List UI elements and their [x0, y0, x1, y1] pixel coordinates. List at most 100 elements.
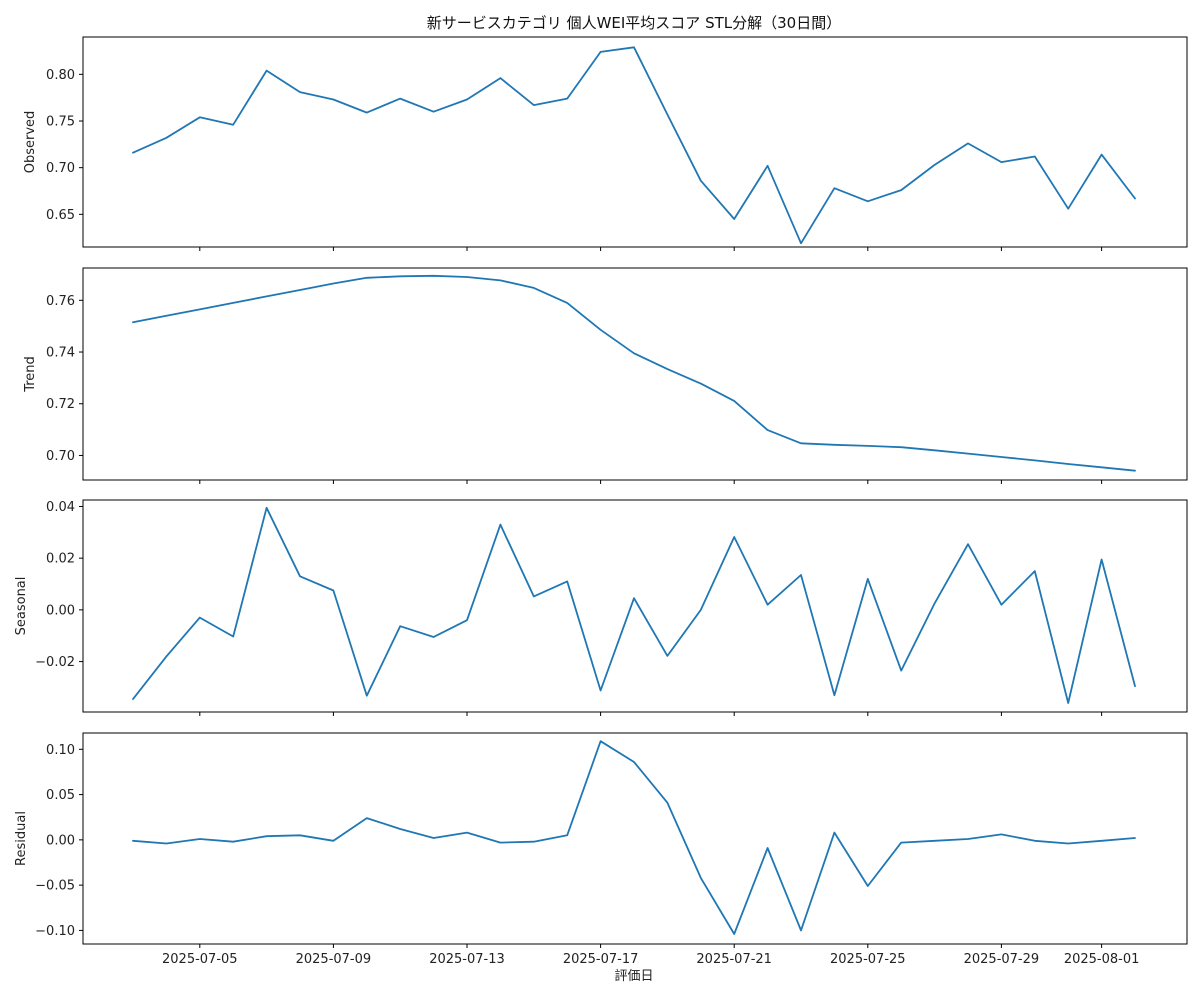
series-line-seasonal	[132, 506, 1136, 704]
y-axis-title: Trend	[23, 356, 38, 393]
data-point	[265, 507, 267, 509]
data-point	[599, 740, 601, 742]
y-tick-label: 0.04	[46, 500, 75, 515]
data-point	[366, 695, 368, 697]
data-point	[700, 609, 702, 611]
data-point	[399, 828, 401, 830]
data-point	[700, 877, 702, 879]
data-point	[1134, 197, 1136, 199]
data-point	[967, 838, 969, 840]
series-line-trend	[132, 274, 1136, 472]
data-point	[967, 543, 969, 545]
data-point	[299, 289, 301, 291]
data-point	[265, 69, 267, 71]
data-point	[299, 834, 301, 836]
data-point	[165, 137, 167, 139]
data-point	[499, 523, 501, 525]
data-point	[265, 835, 267, 837]
data-point	[900, 841, 902, 843]
data-point	[800, 242, 802, 244]
panel-frame	[82, 499, 1188, 713]
data-point	[900, 446, 902, 448]
y-tick-label: 0.00	[46, 603, 75, 618]
data-point	[265, 295, 267, 297]
data-point	[833, 444, 835, 446]
data-point	[1000, 833, 1002, 835]
data-point	[232, 841, 234, 843]
y-tick-label: 0.72	[46, 397, 75, 412]
data-point	[833, 694, 835, 696]
data-point	[566, 97, 568, 99]
data-point	[1034, 840, 1036, 842]
panel-frame	[82, 36, 1188, 248]
data-point	[399, 97, 401, 99]
panel-trend: 0.70 0.72 0.74 0.76 Trend	[23, 267, 1188, 484]
data-point	[299, 575, 301, 577]
data-point	[132, 321, 134, 323]
data-point	[1067, 463, 1069, 465]
data-point	[432, 837, 434, 839]
data-point	[165, 655, 167, 657]
data-point	[499, 77, 501, 79]
data-point	[432, 275, 434, 277]
data-point	[165, 315, 167, 317]
data-point	[800, 929, 802, 931]
data-point	[666, 368, 668, 370]
data-point	[432, 636, 434, 638]
data-point	[1000, 456, 1002, 458]
data-point	[533, 841, 535, 843]
data-point	[199, 838, 201, 840]
data-point	[1034, 459, 1036, 461]
panel-seasonal: −0.02 0.00 0.02 0.04 Seasonal	[14, 499, 1188, 716]
x-tick-label: 2025-07-25	[830, 952, 906, 967]
data-point	[633, 597, 635, 599]
data-point	[867, 445, 869, 447]
data-point	[1067, 702, 1069, 704]
data-point	[599, 51, 601, 53]
data-point	[867, 578, 869, 580]
data-point	[1134, 470, 1136, 472]
y-tick-label: 0.75	[46, 115, 75, 130]
y-tick-label: 0.65	[46, 208, 75, 223]
x-tick-label: 2025-07-17	[563, 952, 639, 967]
data-point	[1000, 604, 1002, 606]
data-point	[366, 111, 368, 113]
data-point	[933, 602, 935, 604]
data-point	[432, 111, 434, 113]
data-point	[833, 831, 835, 833]
data-point	[1034, 155, 1036, 157]
data-point	[1000, 161, 1002, 163]
data-point	[566, 834, 568, 836]
data-point	[332, 840, 334, 842]
data-point	[1034, 570, 1036, 572]
y-tick-label: 0.70	[46, 161, 75, 176]
x-tick-label: 2025-07-09	[296, 952, 372, 967]
data-point	[466, 98, 468, 100]
data-point	[1100, 558, 1102, 560]
data-point	[1100, 840, 1102, 842]
data-point	[332, 589, 334, 591]
data-point	[232, 635, 234, 637]
data-point	[633, 46, 635, 48]
data-point	[666, 802, 668, 804]
data-point	[466, 276, 468, 278]
data-point	[933, 840, 935, 842]
data-point	[132, 698, 134, 700]
panel-frame	[82, 732, 1188, 945]
y-tick-label: 0.05	[46, 788, 75, 803]
x-tick-label: 2025-07-05	[162, 952, 238, 967]
data-point	[566, 580, 568, 582]
data-point	[933, 164, 935, 166]
y-axis-title: Seasonal	[14, 577, 29, 636]
x-axis-title: 評価日	[614, 969, 653, 984]
data-point	[332, 282, 334, 284]
series-line-residual	[132, 740, 1136, 935]
data-point	[800, 574, 802, 576]
series-line-observed	[132, 46, 1136, 245]
data-point	[1100, 466, 1102, 468]
x-tick-label: 2025-07-29	[964, 952, 1040, 967]
data-point	[332, 98, 334, 100]
y-tick-label: 0.10	[46, 743, 75, 758]
